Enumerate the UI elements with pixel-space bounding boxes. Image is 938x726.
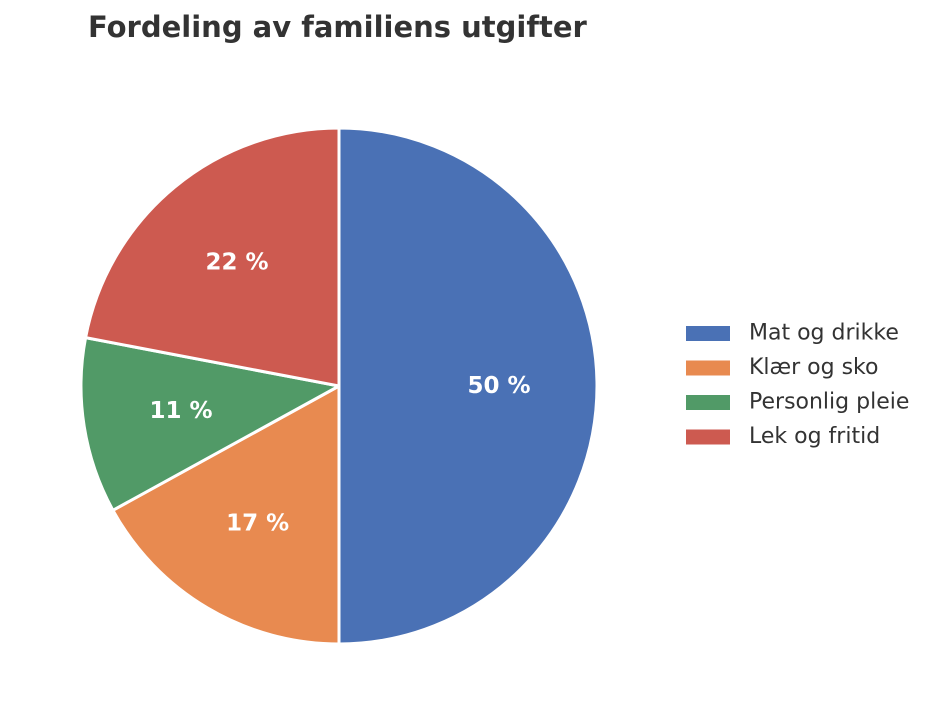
legend: Mat og drikke Klær og sko Personlig pleie L… <box>686 321 909 449</box>
legend-swatch-mat-og-drikke <box>686 326 730 341</box>
chart-title: Fordeling av familiens utgifter <box>88 10 587 44</box>
slice-label-lek-og-fritid: 22 % <box>205 250 268 276</box>
pie-slice-labels: 50 % 17 % 11 % 22 % <box>149 250 530 537</box>
slice-label-personlig-pleie: 11 % <box>149 398 212 424</box>
pie-slice-mat-og-drikke <box>337 126 599 646</box>
pie-slice-personlig-pleie <box>79 336 341 512</box>
legend-swatch-lek-og-fritid <box>686 429 730 445</box>
legend-swatch-personlig-pleie <box>686 395 730 410</box>
slice-label-klaer-og-sko: 17 % <box>226 511 289 537</box>
pie-slices <box>79 126 599 646</box>
legend-swatch-klaer-og-sko <box>686 360 730 376</box>
pie-slice-klaer-og-sko <box>111 384 341 646</box>
legend-label-klaer-og-sko: Klær og sko <box>749 355 878 380</box>
slice-label-mat-og-drikke: 50 % <box>467 373 530 399</box>
pie-slice-lek-og-fritid <box>84 126 341 388</box>
legend-label-mat-og-drikke: Mat og drikke <box>749 321 899 346</box>
legend-label-lek-og-fritid: Lek og fritid <box>749 424 880 449</box>
legend-label-personlig-pleie: Personlig pleie <box>749 390 909 415</box>
